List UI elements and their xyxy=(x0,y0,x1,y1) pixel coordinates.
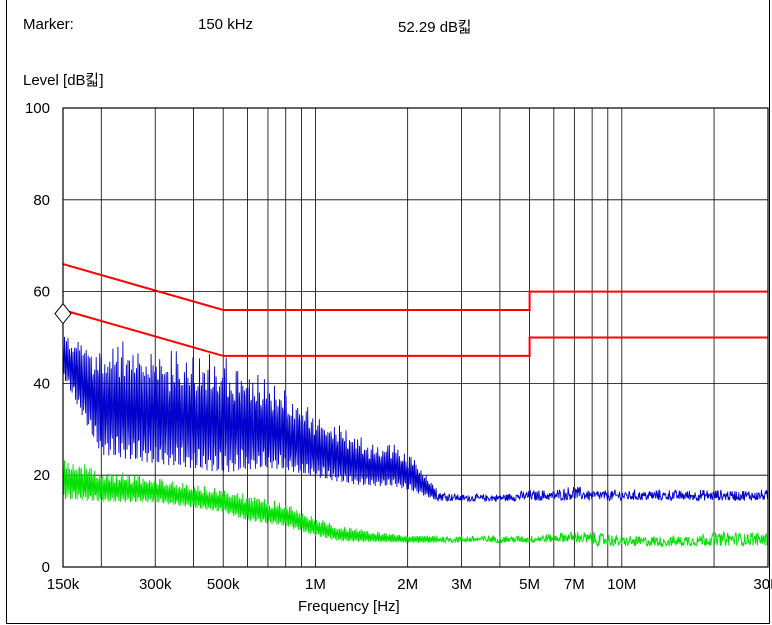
y-tick-label: 0 xyxy=(42,559,50,576)
limits-layer xyxy=(62,263,768,357)
marker-label: Marker: xyxy=(23,16,74,33)
y-tick-label: 60 xyxy=(33,284,50,301)
measurement-trace xyxy=(62,458,769,549)
y-tick-label: 80 xyxy=(33,192,50,209)
marker-level: 52.29 dB킯 xyxy=(398,19,472,36)
traces-layer xyxy=(62,336,769,549)
tick-labels-layer: 0 20 40 60 80 100 150k 300k 500k 1M 2M 3M 5M 7M 10M 30M xyxy=(25,100,772,593)
x-tick-label: 7M xyxy=(564,576,585,593)
y-tick-label: 20 xyxy=(33,467,50,484)
x-tick-label: 3M xyxy=(451,576,472,593)
chart-frame xyxy=(6,0,770,624)
measurement-trace xyxy=(62,336,769,503)
limit-line xyxy=(62,263,768,311)
y-tick-label: 100 xyxy=(25,100,50,117)
x-axis-label: Frequency [Hz] xyxy=(298,598,400,615)
x-tick-label: 500k xyxy=(207,576,240,593)
marker-diamond xyxy=(54,302,72,325)
x-tick-label: 150k xyxy=(47,576,80,593)
y-axis-label: Level [dB킯] xyxy=(23,72,104,89)
x-tick-label: 2M xyxy=(397,576,418,593)
x-tick-label: 1M xyxy=(305,576,326,593)
x-tick-label: 300k xyxy=(139,576,172,593)
x-tick-label: 10M xyxy=(607,576,636,593)
limit-line xyxy=(62,309,768,357)
x-tick-label: 5M xyxy=(519,576,540,593)
marker-frequency: 150 kHz xyxy=(198,16,254,33)
y-tick-label: 40 xyxy=(33,375,50,392)
plot-area xyxy=(62,107,769,568)
marker-layer xyxy=(54,302,72,325)
x-tick-label: 30M xyxy=(753,576,772,593)
